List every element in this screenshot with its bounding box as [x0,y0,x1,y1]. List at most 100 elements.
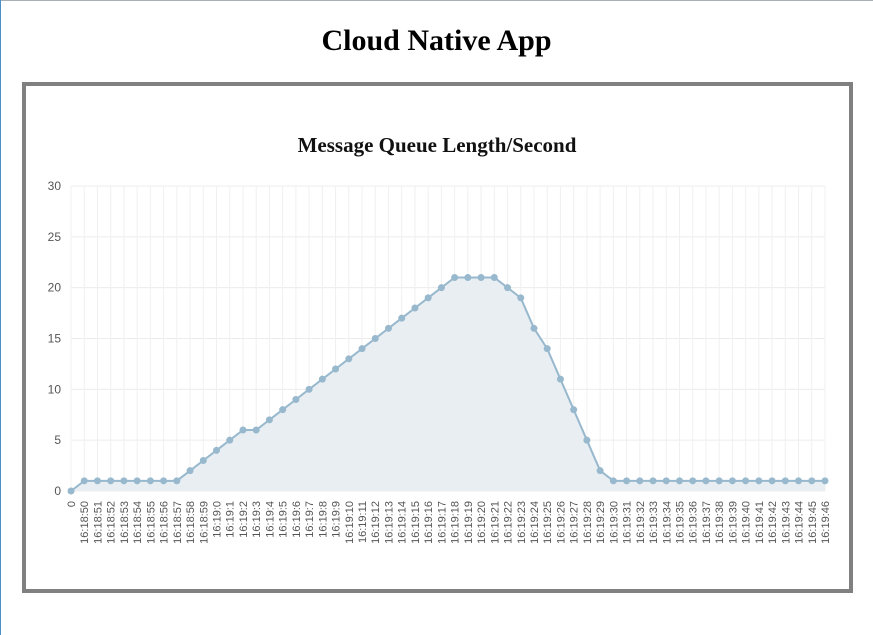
x-tick-label-32: 16:19:21 [489,501,501,544]
x-tick-label-33: 16:19:22 [503,501,515,544]
x-tick-label-13: 16:19:2 [238,501,250,538]
data-point-46 [675,477,683,485]
x-tick-label-57: 16:19:46 [820,501,832,544]
data-point-51 [742,477,750,485]
data-point-47 [689,477,697,485]
series-area [71,277,825,491]
x-tick-label-42: 16:19:31 [622,501,634,544]
data-point-17 [292,396,300,403]
x-tick-label-54: 16:19:43 [780,501,792,544]
x-tick-label-51: 16:19:40 [741,501,753,544]
x-axis: 0 16:18:50 16:18:51 16:18:52 16:18:53 16:18:5… [66,501,832,544]
data-point-28 [437,284,445,292]
data-point-8 [173,477,181,485]
page-title: Cloud Native App [321,24,552,57]
data-point-5 [133,477,141,485]
y-tick-label-6: 30 [48,179,62,193]
data-point-26 [411,304,419,312]
data-point-20 [332,365,340,373]
data-point-1 [80,477,88,485]
data-point-33 [504,284,512,292]
data-point-2 [93,477,101,485]
data-point-44 [649,477,657,485]
data-point-30 [464,274,472,281]
data-point-6 [146,477,154,485]
x-tick-label-35: 16:19:24 [529,501,541,544]
x-tick-label-40: 16:19:29 [595,501,607,544]
chart-frame: Message Queue Length/Second 0 5 10 15 20 25 30… [22,82,853,593]
queue-length-chart: Message Queue Length/Second 0 5 10 15 20 25 30… [48,133,832,544]
x-tick-label-41: 16:19:30 [608,501,620,544]
data-point-27 [424,294,432,302]
data-point-36 [543,345,551,353]
data-point-14 [252,426,260,434]
x-tick-label-25: 16:19:14 [397,501,409,544]
data-point-7 [160,477,168,485]
x-tick-label-44: 16:19:33 [648,501,660,544]
x-tick-label-1: 16:18:50 [79,501,91,544]
data-point-21 [345,355,353,363]
data-point-12 [226,436,234,444]
data-point-48 [702,477,710,485]
series-line [70,276,825,492]
x-tick-label-50: 16:19:39 [727,501,739,544]
x-tick-label-53: 16:19:42 [767,501,779,544]
y-tick-label-3: 15 [48,332,62,346]
x-tick-label-20: 16:19:9 [331,501,343,538]
y-tick-label-1: 5 [54,433,61,447]
x-tick-label-5: 16:18:54 [132,501,144,544]
y-tick-label-4: 20 [48,281,62,295]
x-tick-label-29: 16:19:18 [450,501,462,544]
x-tick-label-47: 16:19:36 [688,501,700,544]
x-tick-label-21: 16:19:10 [344,501,356,544]
line-layer [70,276,825,492]
x-tick-label-26: 16:19:15 [410,501,422,544]
data-point-16 [279,406,287,414]
data-point-49 [715,477,723,485]
x-tick-label-4: 16:18:53 [119,501,131,544]
data-point-38 [570,406,578,414]
data-point-29 [451,274,459,281]
data-point-31 [477,274,485,281]
x-tick-label-27: 16:19:16 [423,501,435,544]
x-tick-label-14: 16:19:3 [251,501,263,538]
area-layer [71,277,825,491]
data-point-34 [517,294,525,302]
x-tick-label-3: 16:18:52 [106,501,118,544]
data-point-52 [755,477,763,485]
x-tick-label-9: 16:18:58 [185,501,197,544]
x-tick-label-11: 16:19:0 [212,501,224,538]
x-tick-label-43: 16:19:32 [635,501,647,544]
x-tick-label-2: 16:18:51 [92,501,104,544]
x-tick-label-12: 16:19:1 [225,501,237,538]
x-tick-label-8: 16:18:57 [172,501,184,544]
data-point-4 [120,477,128,485]
x-tick-label-31: 16:19:20 [476,501,488,544]
x-tick-label-10: 16:18:59 [198,501,210,544]
x-tick-label-6: 16:18:55 [145,501,157,544]
data-point-22 [358,345,366,353]
data-point-42 [623,477,631,485]
x-tick-label-36: 16:19:25 [542,501,554,544]
x-tick-label-46: 16:19:35 [674,501,686,544]
data-point-0 [67,487,75,495]
data-point-3 [107,477,115,485]
x-tick-label-15: 16:19:4 [264,501,276,538]
data-point-13 [239,426,247,434]
data-point-54 [781,477,789,485]
x-tick-label-56: 16:19:45 [807,501,819,544]
x-tick-label-49: 16:19:38 [714,501,726,544]
x-tick-label-34: 16:19:23 [516,501,528,544]
data-point-9 [186,467,194,475]
y-tick-label-2: 10 [48,382,62,396]
x-tick-label-45: 16:19:34 [661,501,673,544]
data-point-45 [662,477,670,485]
x-tick-label-52: 16:19:41 [754,501,766,544]
data-point-43 [636,477,644,485]
data-point-57 [821,477,829,485]
data-point-35 [530,324,538,332]
data-point-40 [596,467,604,475]
x-tick-label-16: 16:19:5 [278,501,290,538]
top-border [0,0,873,1]
data-point-25 [398,314,406,322]
